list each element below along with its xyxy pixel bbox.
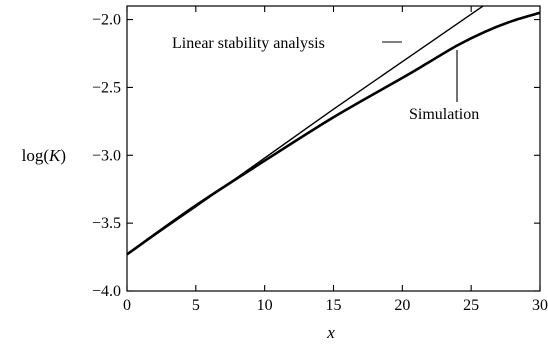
y-tick-label: −2.0	[92, 12, 121, 29]
x-tick-label: 15	[326, 297, 342, 314]
x-tick-label: 25	[463, 297, 479, 314]
annotation-simulation: Simulation	[409, 106, 479, 123]
series-layer	[127, 6, 540, 256]
y-axis-ticks: −4.0 −3.5 −3.0 −2.5 −2.0	[92, 12, 540, 300]
x-axis-ticks: 0 5 10 15 20 25 30	[123, 6, 548, 314]
x-tick-label: 5	[192, 297, 200, 314]
y-tick-label: −4.0	[92, 283, 121, 300]
annotations: Linear stability analysis Simulation	[172, 35, 479, 123]
series-simulation-line	[127, 11, 540, 256]
annotation-linear-stability: Linear stability analysis	[172, 35, 325, 52]
x-tick-label: 20	[394, 297, 410, 314]
y-tick-label: −3.0	[92, 147, 121, 164]
y-tick-label: −3.5	[92, 215, 121, 232]
x-tick-label: 10	[257, 297, 273, 314]
x-tick-label: 30	[532, 297, 548, 314]
x-tick-label: 0	[123, 297, 131, 314]
x-axis-label: x	[326, 323, 335, 342]
y-axis-label: log(K)	[22, 146, 66, 165]
y-tick-label: −2.5	[92, 79, 121, 96]
